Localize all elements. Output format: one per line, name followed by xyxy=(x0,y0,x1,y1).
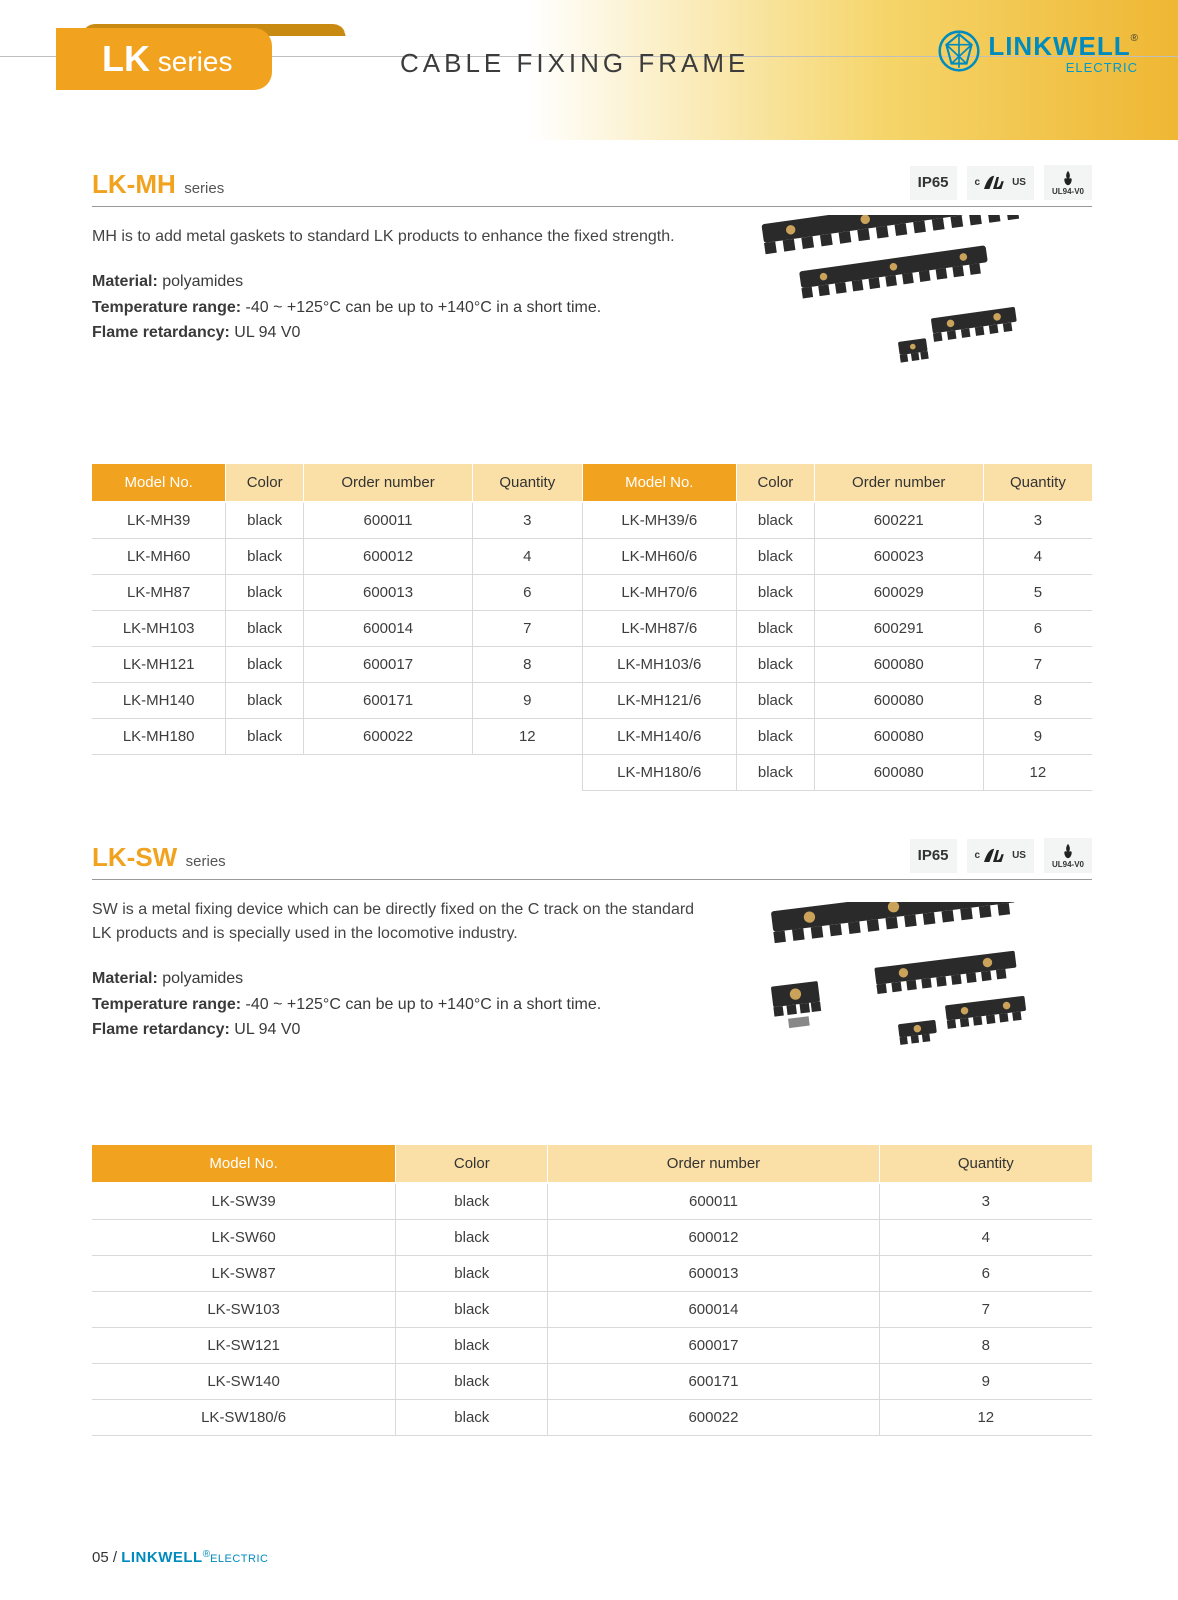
table-header: Color xyxy=(396,1145,548,1183)
table-row: LK-SW39black6000113 xyxy=(92,1183,1092,1220)
series-tag-bold: LK xyxy=(102,38,150,79)
lkmh-badges: IP65 c US UL94-V0 xyxy=(910,165,1092,200)
table-header: Model No. xyxy=(92,464,226,502)
badge-ul-icon: c US xyxy=(967,839,1034,873)
table-row: LK-MH103black6000147LK-MH87/6black600291… xyxy=(92,610,1092,646)
lksw-desc: SW is a metal fixing device which can be… xyxy=(92,898,712,946)
table-header: Model No. xyxy=(92,1145,396,1183)
lkmh-title: LK-MH xyxy=(92,169,176,199)
badge-ip65: IP65 xyxy=(910,839,957,873)
table-row: LK-MH180/6black60008012 xyxy=(92,754,1092,790)
table-row: LK-SW60black6000124 xyxy=(92,1219,1092,1255)
badge-ul-icon: c US xyxy=(967,166,1034,200)
lksw-table: Model No.ColorOrder numberQuantityLK-SW3… xyxy=(92,1145,1092,1436)
table-header: Quantity xyxy=(473,464,582,502)
badge-flame-icon: UL94-V0 xyxy=(1044,165,1092,200)
table-row: LK-MH60black6000124LK-MH60/6black6000234 xyxy=(92,538,1092,574)
table-row: LK-SW140black6001719 xyxy=(92,1363,1092,1399)
table-row: LK-SW121black6000178 xyxy=(92,1327,1092,1363)
badge-ip65: IP65 xyxy=(910,166,957,200)
table-header: Order number xyxy=(303,464,472,502)
table-header: Order number xyxy=(814,464,983,502)
table-row: LK-SW103black6000147 xyxy=(92,1291,1092,1327)
series-tab: LK series xyxy=(56,28,272,90)
table-header: Color xyxy=(737,464,815,502)
lksw-product-icon xyxy=(732,902,1092,1062)
series-tag-light: series xyxy=(158,46,233,77)
brand-reg: ® xyxy=(1131,33,1138,44)
table-header: Quantity xyxy=(983,464,1092,502)
table-row: LK-MH39black6000113LK-MH39/6black6002213 xyxy=(92,502,1092,539)
badge-flame-icon: UL94-V0 xyxy=(1044,838,1092,873)
lksw-suffix: series xyxy=(186,853,226,870)
table-header: Order number xyxy=(548,1145,879,1183)
table-header: Color xyxy=(226,464,304,502)
lkmh-desc: MH is to add metal gaskets to standard L… xyxy=(92,225,712,249)
brand-block: LINKWELL® ELECTRIC xyxy=(938,30,1138,77)
page-footer: 05 / LINKWELL®ELECTRIC xyxy=(92,1549,268,1566)
page-title: CABLE FIXING FRAME xyxy=(400,48,749,79)
brand-logo-icon xyxy=(938,30,980,77)
brand-sub: ELECTRIC xyxy=(988,60,1138,75)
brand-name: LINKWELL xyxy=(988,31,1130,61)
table-header: Quantity xyxy=(879,1145,1092,1183)
table-row: LK-MH140black6001719LK-MH121/6black60008… xyxy=(92,682,1092,718)
table-header: Model No. xyxy=(582,464,737,502)
lkmh-table: Model No.ColorOrder numberQuantityModel … xyxy=(92,464,1092,791)
lkmh-suffix: series xyxy=(184,180,224,197)
lksw-title: LK-SW xyxy=(92,842,177,872)
table-row: LK-SW87black6000136 xyxy=(92,1255,1092,1291)
table-row: LK-MH87black6000136LK-MH70/6black6000295 xyxy=(92,574,1092,610)
section-lkmh: LK-MH series IP65 c US UL94-V0 MH is to … xyxy=(92,165,1092,791)
lkmh-product-icon xyxy=(732,215,1092,375)
section-lksw: LK-SW series IP65 c US UL94-V0 SW is a m… xyxy=(92,838,1092,1436)
lksw-badges: IP65 c US UL94-V0 xyxy=(910,838,1092,873)
table-row: LK-MH180black60002212LK-MH140/6black6000… xyxy=(92,718,1092,754)
table-row: LK-SW180/6black60002212 xyxy=(92,1399,1092,1435)
table-row: LK-MH121black6000178LK-MH103/6black60008… xyxy=(92,646,1092,682)
